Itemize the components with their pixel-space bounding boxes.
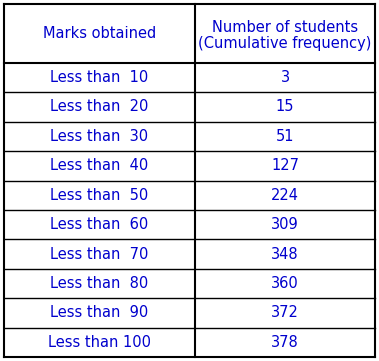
Text: Marks obtained: Marks obtained: [43, 26, 156, 41]
Text: Less than  60: Less than 60: [50, 217, 149, 232]
Text: Less than  10: Less than 10: [50, 70, 149, 85]
Text: Less than  90: Less than 90: [50, 305, 149, 320]
Text: Less than  70: Less than 70: [50, 247, 149, 261]
Text: Less than  40: Less than 40: [50, 158, 149, 173]
Text: 15: 15: [276, 100, 294, 114]
Text: 348: 348: [271, 247, 299, 261]
Text: 51: 51: [276, 129, 294, 144]
Text: 224: 224: [271, 188, 299, 203]
Text: Less than  50: Less than 50: [50, 188, 149, 203]
Text: 378: 378: [271, 335, 299, 350]
Text: Less than  80: Less than 80: [50, 276, 149, 291]
Text: Less than  30: Less than 30: [50, 129, 149, 144]
Text: 372: 372: [271, 305, 299, 320]
Text: 360: 360: [271, 276, 299, 291]
Text: 127: 127: [271, 158, 299, 173]
Text: 3: 3: [280, 70, 290, 85]
Text: Number of students: Number of students: [212, 20, 358, 35]
Text: Less than 100: Less than 100: [48, 335, 151, 350]
Text: 309: 309: [271, 217, 299, 232]
Text: (Cumulative frequency): (Cumulative frequency): [198, 36, 372, 51]
Text: Less than  20: Less than 20: [50, 100, 149, 114]
